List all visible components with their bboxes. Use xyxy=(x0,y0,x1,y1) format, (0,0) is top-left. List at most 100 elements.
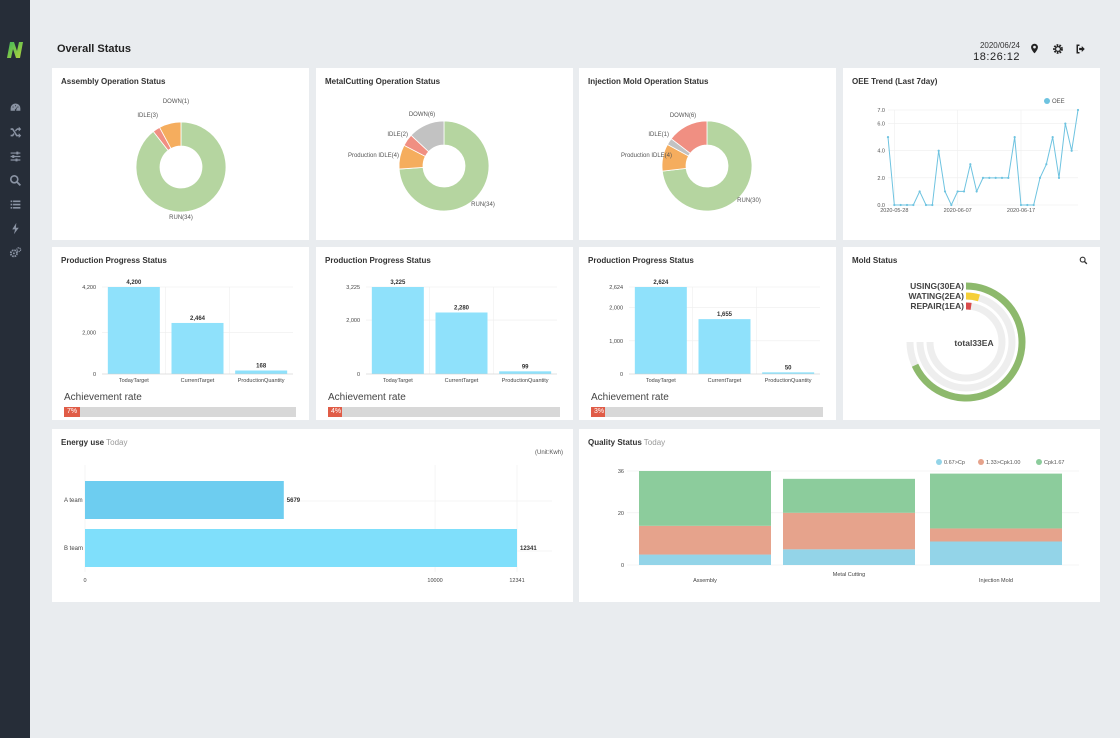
x-tick-label: 0 xyxy=(83,578,86,584)
y-tick-label: A team xyxy=(64,498,83,504)
quality-subtitle: Today xyxy=(643,438,666,447)
logout-icon[interactable] xyxy=(1074,42,1087,55)
oee-series-line xyxy=(887,109,1079,207)
x-tick-label: ProductionQuantity xyxy=(502,378,549,384)
x-tick-label: 12341 xyxy=(509,578,524,584)
y-tick-label: 0 xyxy=(621,563,624,569)
ring-label: USING(30EA) xyxy=(910,281,964,291)
oee-point xyxy=(1051,136,1054,139)
y-tick-label: 2,000 xyxy=(609,306,623,312)
page-title: Overall Status xyxy=(57,43,131,55)
card-title: Energy use Today xyxy=(61,438,128,447)
bar xyxy=(698,319,751,374)
oee-point xyxy=(1019,203,1023,207)
achievement-fill xyxy=(64,407,81,417)
assembly-operation-card: Assembly Operation Status RUN(34) DOWN(1)… xyxy=(52,68,309,240)
data-label: 3,225 xyxy=(390,280,406,286)
oee-point xyxy=(1007,176,1010,179)
slice-label: IDLE(2) xyxy=(387,132,408,138)
bar xyxy=(107,287,160,374)
y-tick-label: 2,000 xyxy=(82,331,96,337)
quality-title: Quality Status xyxy=(588,438,642,447)
list-icon[interactable] xyxy=(6,195,24,213)
y-tick-label: 4,200 xyxy=(82,285,96,291)
achievement-fill xyxy=(591,407,605,417)
achievement-progress-bar: 4% xyxy=(328,407,560,417)
oee-point xyxy=(1070,149,1073,152)
y-tick-label: 0 xyxy=(620,372,623,378)
card-title: Assembly Operation Status xyxy=(61,77,166,86)
metalcutting-pie-chart: RUN(34) Production IDLE(4) IDLE(2) DOWN(6) xyxy=(348,112,495,212)
stacked-bar-segment xyxy=(639,525,771,555)
legend-marker xyxy=(1044,98,1050,104)
production-progress-card-2: Production Progress Status 0 2,000 3,225 3,… xyxy=(316,247,573,420)
location-icon[interactable] xyxy=(1028,42,1041,55)
slice-label: DOWN(6) xyxy=(670,113,696,119)
energy-use-card: Energy use Today (Unit:Kwh) 0 10000 12341 56… xyxy=(52,429,573,602)
metalcutting-operation-card: MetalCutting Operation Status RUN(34) Pro… xyxy=(316,68,573,240)
x-tick-label: Assembly xyxy=(693,578,717,584)
card-title: Injection Mold Operation Status xyxy=(588,77,709,86)
y-tick-label: 2.0 xyxy=(877,176,885,182)
oee-point xyxy=(937,149,940,152)
data-label: 99 xyxy=(522,364,529,370)
oee-line-chart: 0.0 2.0 4.0 6.0 7.0 2020-05-28 2020-06-07 2020-… xyxy=(877,98,1080,214)
slice-label: IDLE(3) xyxy=(137,113,158,119)
x-tick-label: Injection Mold xyxy=(979,578,1013,584)
pie-slice xyxy=(670,120,708,154)
x-tick-label: CurrentTarget xyxy=(445,378,479,384)
search-icon[interactable] xyxy=(6,171,24,189)
achievement-progress-bar: 3% xyxy=(591,407,823,417)
slice-label: DOWN(6) xyxy=(409,112,435,118)
legend-marker xyxy=(978,459,984,465)
stacked-bar-segment xyxy=(930,528,1062,542)
data-label: 2,624 xyxy=(653,280,669,286)
achievement-label: Achievement rate xyxy=(591,392,669,403)
y-tick-label: 2,624 xyxy=(609,285,623,291)
quality-stacked-chart: 0 20 36 Assembly Metal Cutting Injection Mold… xyxy=(618,459,1079,584)
data-label: 168 xyxy=(256,364,267,370)
achievement-rate: 3% xyxy=(594,408,605,415)
oee-point xyxy=(1057,176,1061,179)
ring-value xyxy=(911,282,1026,402)
sidebar xyxy=(0,0,30,738)
production-bar-chart: 0 2,000 3,225 3,225 TodayTarget 2,280 CurrentT… xyxy=(346,280,557,384)
x-tick-label: TodayTarget xyxy=(646,378,676,384)
gear-icon[interactable] xyxy=(1051,42,1064,55)
production-progress-card-1: Production Progress Status 0 2,000 4,200 4,… xyxy=(52,247,309,420)
current-time: 18:26:12 xyxy=(973,51,1020,63)
oee-point xyxy=(1026,203,1029,207)
y-tick-label: 36 xyxy=(618,469,624,475)
data-label: 5679 xyxy=(287,498,301,504)
x-tick-label: CurrentTarget xyxy=(181,378,215,384)
bar xyxy=(235,370,288,374)
pie-slice xyxy=(410,120,445,153)
slice-label: IDLE(1) xyxy=(648,132,669,138)
legend-label: 1.33>Cpk1.00 xyxy=(986,460,1020,466)
zoom-icon[interactable] xyxy=(1079,256,1088,265)
y-tick-label: 4.0 xyxy=(877,149,885,155)
gears-icon[interactable] xyxy=(6,243,24,261)
data-label: 50 xyxy=(785,365,792,371)
pie-slice xyxy=(661,120,753,212)
legend-label: 0.67>Cp xyxy=(944,460,965,466)
oee-point xyxy=(1000,176,1004,179)
pie-slice xyxy=(398,120,490,212)
ring-label: REPAIR(1EA) xyxy=(910,301,964,311)
x-tick-label: CurrentTarget xyxy=(708,378,742,384)
x-tick-label: 10000 xyxy=(427,578,442,584)
y-tick-label: 0.0 xyxy=(877,203,885,209)
shuffle-icon[interactable] xyxy=(6,122,24,140)
legend-label: OEE xyxy=(1052,99,1065,105)
sliders-icon[interactable] xyxy=(6,147,24,165)
oee-point xyxy=(1038,176,1042,179)
stacked-bar-segment xyxy=(639,471,771,526)
dashboard-icon[interactable] xyxy=(6,98,24,116)
logo-icon[interactable] xyxy=(3,38,27,62)
energy-title: Energy use xyxy=(61,438,105,447)
injection-mold-operation-card: Injection Mold Operation Status RUN(30) P… xyxy=(579,68,836,240)
slice-label: DOWN(1) xyxy=(163,99,189,105)
bolt-icon[interactable] xyxy=(6,219,24,237)
production-bar-chart: 0 1,000 2,000 2,624 2,624 TodayTarget 1,655 Cur… xyxy=(609,280,820,384)
achievement-rate: 4% xyxy=(331,408,342,415)
